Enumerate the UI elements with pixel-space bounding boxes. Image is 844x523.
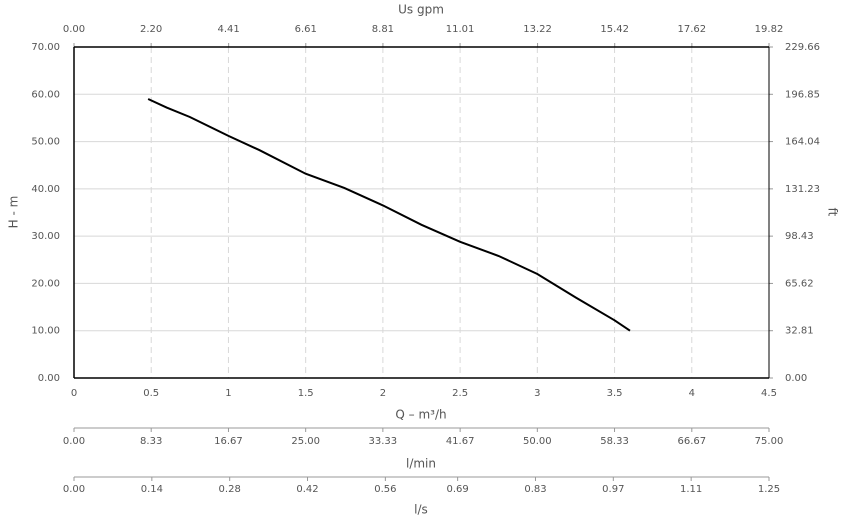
bottom-tick-label: 16.67 xyxy=(214,436,243,447)
bottom-tick-label: 0.14 xyxy=(141,484,163,495)
y-tick-label: 70.00 xyxy=(31,42,60,53)
y2-tick-label: 131.23 xyxy=(785,184,820,195)
top-tick-label: 6.61 xyxy=(295,24,317,35)
top-tick-label: 0.00 xyxy=(63,24,85,35)
top-tick-label: 13.22 xyxy=(523,24,552,35)
x-tick-label: 0.5 xyxy=(143,388,159,399)
bottom-tick-label: 0.83 xyxy=(524,484,546,495)
x-tick-label: 2.5 xyxy=(452,388,468,399)
top-tick-label: 17.62 xyxy=(678,24,707,35)
bottom-tick-label: 50.00 xyxy=(523,436,552,447)
top-tick-label: 15.42 xyxy=(600,24,629,35)
bottom-tick-label: 33.33 xyxy=(369,436,398,447)
bottom-tick-label: 0.69 xyxy=(447,484,469,495)
y-tick-label: 20.00 xyxy=(31,278,60,289)
y-tick-label: 30.00 xyxy=(31,231,60,242)
x-tick-label: 3.5 xyxy=(607,388,623,399)
bottom-axis-title: l/s xyxy=(414,503,428,517)
x-tick-label: 1.5 xyxy=(298,388,314,399)
y2-axis-title: ft xyxy=(826,208,840,217)
bottom-tick-label: 75.00 xyxy=(755,436,784,447)
bottom-tick-label: 8.33 xyxy=(140,436,162,447)
bottom-tick-label: 0.97 xyxy=(602,484,624,495)
bottom-tick-label: 58.33 xyxy=(600,436,629,447)
x-axis-title: Q – m³/h xyxy=(395,408,446,422)
y-tick-label: 10.00 xyxy=(31,326,60,337)
bottom-tick-label: 0.56 xyxy=(374,484,396,495)
y2-tick-label: 32.81 xyxy=(785,326,814,337)
bottom-tick-label: 1.25 xyxy=(758,484,780,495)
top-tick-label: 4.41 xyxy=(218,24,240,35)
x-tick-label: 0 xyxy=(71,388,77,399)
bottom-tick-label: 0.00 xyxy=(63,436,85,447)
top-axis-title: Us gpm xyxy=(398,3,444,17)
x-tick-label: 4.5 xyxy=(761,388,777,399)
x-tick-label: 3 xyxy=(534,388,540,399)
bottom-tick-label: 0.42 xyxy=(296,484,318,495)
bottom-axis-title: l/min xyxy=(406,457,436,471)
top-tick-label: 2.20 xyxy=(140,24,162,35)
x-tick-label: 2 xyxy=(380,388,386,399)
top-tick-label: 19.82 xyxy=(755,24,784,35)
y-tick-label: 40.00 xyxy=(31,184,60,195)
y2-tick-label: 98.43 xyxy=(785,231,814,242)
curve xyxy=(147,98,631,332)
y2-tick-label: 65.62 xyxy=(785,278,814,289)
bottom-tick-label: 66.67 xyxy=(677,436,706,447)
bottom-tick-label: 0.00 xyxy=(63,484,85,495)
y-tick-label: 60.00 xyxy=(31,89,60,100)
y2-tick-label: 196.85 xyxy=(785,89,820,100)
y2-tick-label: 0.00 xyxy=(785,373,807,384)
bottom-tick-label: 41.67 xyxy=(446,436,475,447)
y-axis-title: H - m xyxy=(7,196,21,229)
top-tick-label: 8.81 xyxy=(372,24,394,35)
bottom-tick-label: 0.28 xyxy=(219,484,241,495)
top-tick-label: 11.01 xyxy=(446,24,475,35)
bottom-tick-label: 1.11 xyxy=(680,484,702,495)
bottom-tick-label: 25.00 xyxy=(291,436,320,447)
x-tick-label: 4 xyxy=(689,388,695,399)
y2-tick-label: 164.04 xyxy=(785,137,820,148)
y-tick-label: 50.00 xyxy=(31,137,60,148)
y-tick-label: 0.00 xyxy=(38,373,60,384)
y2-tick-label: 229.66 xyxy=(785,42,820,53)
x-tick-label: 1 xyxy=(225,388,231,399)
